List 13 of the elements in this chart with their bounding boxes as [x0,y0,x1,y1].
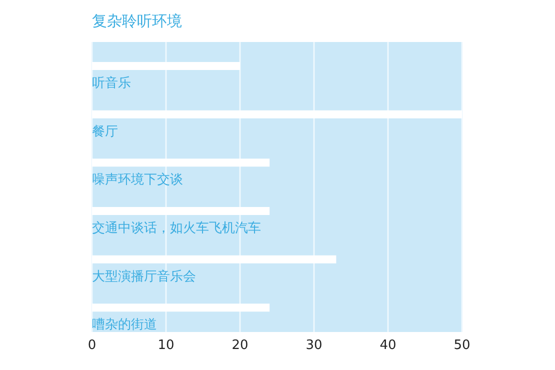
x-tick-label: 0 [88,338,96,354]
x-tick-label: 40 [380,338,396,354]
chart-title: 复杂聆听环境 [92,12,182,31]
x-tick-label: 10 [158,338,174,354]
y-tick-label: 餐厅 [92,124,118,140]
y-tick-label: 交通中谈话，如火车飞机汽车 [92,220,261,236]
x-tick-label: 30 [306,338,322,354]
y-tick-label: 听音乐 [92,76,131,91]
y-tick-label: 噪声环境下交谈 [92,172,183,188]
x-tick-label: 50 [454,338,470,354]
y-tick-label: 嘈杂的街道 [92,318,157,333]
x-tick-label: 20 [232,338,248,354]
y-tick-label: 大型演播厅音乐会 [92,269,196,284]
